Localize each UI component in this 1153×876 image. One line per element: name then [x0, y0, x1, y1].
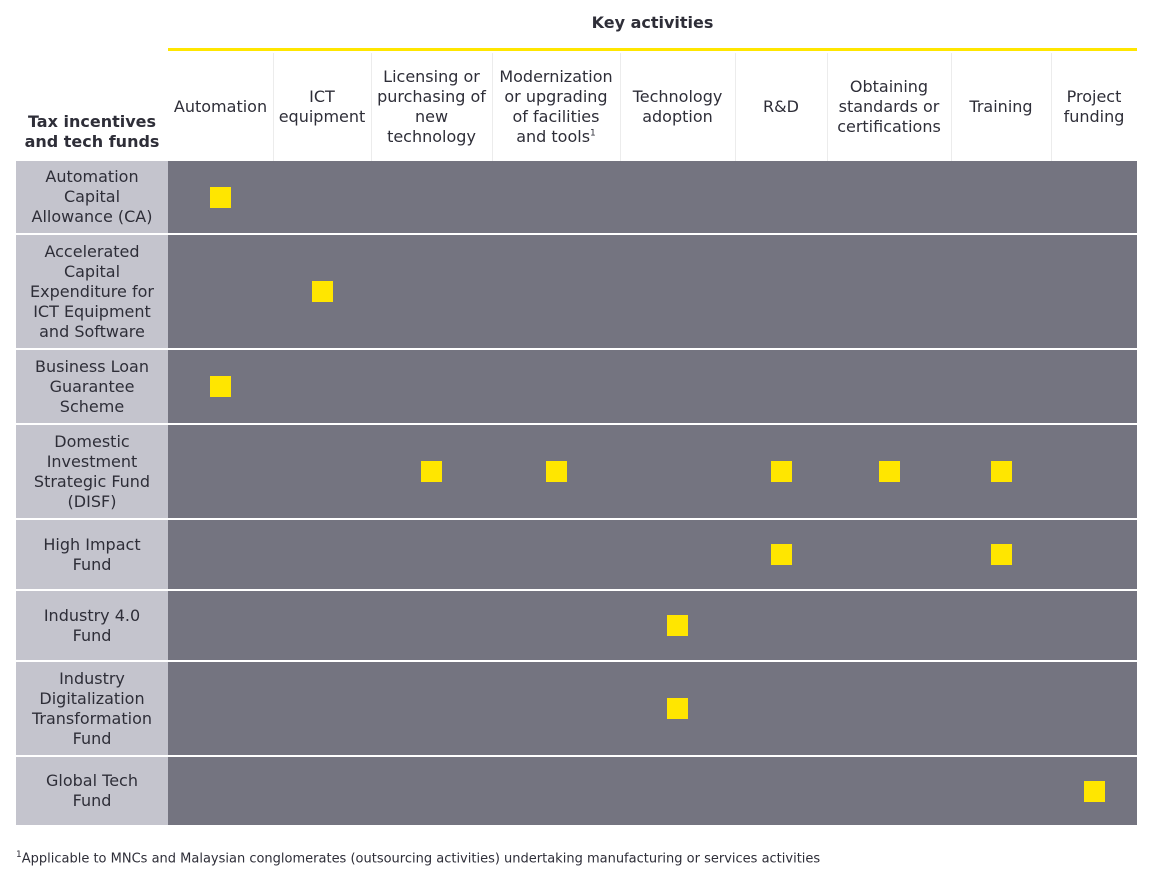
row-label: Industry 4.0 Fund [16, 591, 168, 660]
column-divider [951, 53, 952, 161]
column-divider [735, 53, 736, 161]
applicability-marker [210, 376, 231, 397]
table-row [168, 591, 1137, 660]
table-row [168, 520, 1137, 589]
row-label: Domestic Investment Strategic Fund (DISF… [16, 425, 168, 518]
column-header-label: Training [969, 97, 1033, 116]
column-header-label: R&D [763, 97, 799, 116]
column-header: Automation [168, 53, 273, 161]
column-header: ICT equipment [273, 53, 371, 161]
applicability-marker [421, 461, 442, 482]
column-header-label: Project funding [1063, 87, 1125, 126]
header-accent-rule [168, 48, 1137, 51]
column-divider [371, 53, 372, 161]
table-row [168, 350, 1137, 423]
row-label: Industry Digitalization Transformation F… [16, 662, 168, 755]
column-header-label: Automation [173, 97, 268, 116]
column-divider [827, 53, 828, 161]
row-label: High Impact Fund [16, 520, 168, 589]
applicability-marker [991, 544, 1012, 565]
row-label: Accelerated Capital Expenditure for ICT … [16, 235, 168, 348]
table-row [168, 662, 1137, 755]
column-divider [492, 53, 493, 161]
column-divider [273, 53, 274, 161]
column-header-label: ICT equipment [278, 87, 366, 126]
footnote-text: Applicable to MNCs and Malaysian conglom… [21, 851, 821, 867]
key-activities-title: Key activities [591, 13, 714, 32]
applicability-marker [879, 461, 900, 482]
footnote-marker: 1 [16, 850, 22, 860]
table-row [168, 161, 1137, 233]
column-header: Technology adoption [620, 53, 735, 161]
column-header: Modernization or upgrading of facilities… [492, 53, 620, 161]
applicability-marker [210, 187, 231, 208]
column-divider [620, 53, 621, 161]
column-header: R&D [735, 53, 827, 161]
column-header-label: Modernization or upgrading of facilities… [499, 67, 613, 146]
column-header: Licensing or purchasing of new technolog… [371, 53, 492, 161]
column-header-footnote-marker: 1 [590, 128, 596, 139]
row-label: Global Tech Fund [16, 757, 168, 825]
column-header-label: Obtaining standards or certifications [837, 77, 941, 136]
applicability-marker [1084, 781, 1105, 802]
row-label: Automation Capital Allowance (CA) [16, 161, 168, 233]
column-divider [1051, 53, 1052, 161]
table-row [168, 757, 1137, 825]
row-label: Business Loan Guarantee Scheme [16, 350, 168, 423]
applicability-marker [771, 461, 792, 482]
applicability-marker [312, 281, 333, 302]
column-header: Obtaining standards or certifications [827, 53, 951, 161]
applicability-marker [667, 698, 688, 719]
table-row [168, 425, 1137, 518]
row-header-title: Tax incentives and tech funds [24, 112, 160, 151]
footnote: 1Applicable to MNCs and Malaysian conglo… [16, 850, 820, 866]
applicability-marker [771, 544, 792, 565]
column-header: Project funding [1051, 53, 1137, 161]
applicability-marker [667, 615, 688, 636]
applicability-marker [546, 461, 567, 482]
applicability-marker [991, 461, 1012, 482]
column-header: Training [951, 53, 1051, 161]
column-header-label: Technology adoption [632, 87, 723, 126]
column-header-label: Licensing or purchasing of new technolog… [377, 67, 486, 146]
